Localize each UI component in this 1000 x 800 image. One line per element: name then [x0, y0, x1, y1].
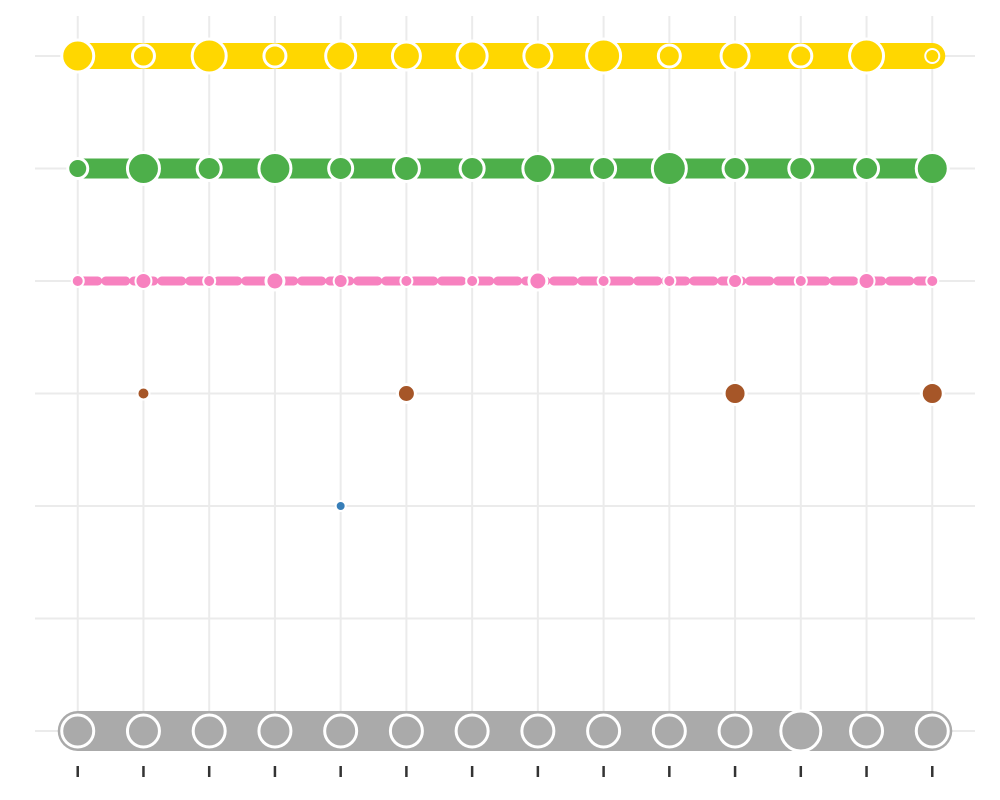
point [848, 37, 886, 75]
point [662, 274, 677, 288]
point [332, 273, 349, 289]
point [323, 713, 359, 749]
point [70, 274, 85, 288]
point [527, 270, 549, 292]
point [521, 152, 555, 185]
point [857, 272, 876, 290]
point [66, 157, 90, 180]
point [779, 709, 823, 753]
point [60, 713, 96, 749]
point [130, 43, 156, 69]
point [788, 43, 814, 69]
point [125, 151, 161, 186]
point [651, 713, 687, 749]
point [134, 272, 153, 290]
point [722, 381, 748, 406]
point [465, 274, 480, 288]
point [190, 37, 228, 75]
point [914, 151, 950, 186]
point [924, 48, 941, 64]
point [925, 274, 940, 288]
point [390, 40, 422, 72]
point [719, 40, 751, 72]
point [125, 713, 161, 749]
point [727, 273, 744, 289]
point [853, 155, 881, 182]
point [596, 274, 611, 288]
point [327, 155, 355, 182]
point [262, 43, 288, 69]
point [257, 151, 293, 186]
point [388, 713, 424, 749]
point [650, 150, 688, 187]
point [721, 155, 749, 182]
point [136, 386, 151, 401]
point [787, 155, 815, 182]
point [585, 37, 623, 75]
point [522, 40, 554, 72]
point [914, 713, 950, 749]
point [202, 274, 217, 288]
point [586, 713, 622, 749]
point [195, 155, 223, 182]
point [60, 38, 96, 74]
point [399, 274, 414, 288]
point [191, 713, 227, 749]
point [324, 39, 358, 73]
point [458, 155, 486, 182]
point [656, 43, 682, 69]
point [454, 713, 490, 749]
point [334, 500, 347, 512]
point [849, 713, 885, 749]
point [391, 154, 421, 183]
point [520, 713, 556, 749]
point [793, 274, 808, 288]
point [919, 381, 945, 406]
point [257, 713, 293, 749]
point [717, 713, 753, 749]
point [395, 383, 417, 404]
point [264, 270, 286, 292]
point [455, 39, 489, 73]
point [590, 155, 618, 182]
